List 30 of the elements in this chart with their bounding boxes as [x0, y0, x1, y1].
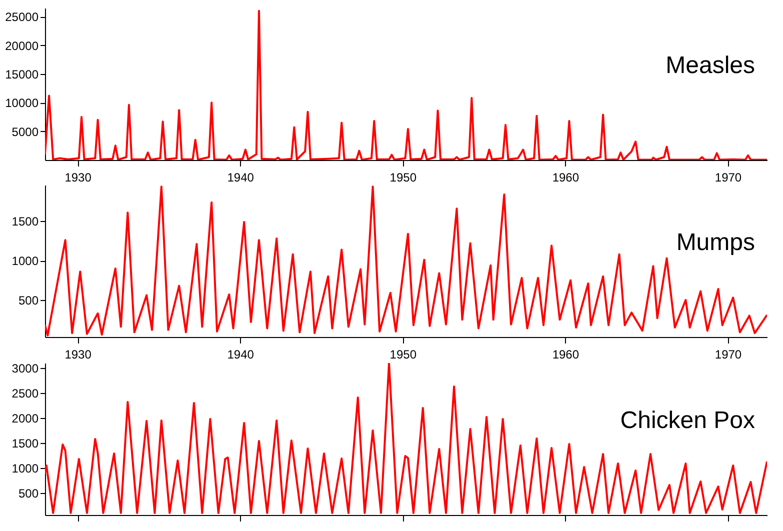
x-tick-label: 1960: [552, 170, 580, 184]
x-tick-label: 1960: [552, 348, 580, 362]
x-tick-label: 1940: [227, 170, 254, 184]
y-tick-label: 1500: [12, 214, 39, 229]
x-tick-label: 1930: [64, 170, 92, 184]
x-tick-label: 1940: [227, 348, 254, 362]
line-series: [45, 10, 767, 160]
y-tick-label: 25000: [5, 10, 39, 24]
x-tick-label: 1970: [714, 348, 742, 362]
text: Mumps: [676, 228, 755, 256]
y-tick-label: 3000: [12, 362, 39, 376]
y-tick-label: 1000: [12, 462, 39, 476]
line-series: [45, 186, 767, 336]
y-tick-label: 500: [18, 486, 39, 500]
text: Measles: [666, 52, 755, 79]
text: Chicken Pox: [620, 406, 755, 434]
y-tick-label: 500: [18, 293, 39, 308]
y-tick-label: 1000: [12, 254, 39, 268]
y-tick-label: 2000: [12, 412, 39, 426]
x-tick-label: 1950: [390, 348, 417, 362]
y-tick-label: 2500: [12, 386, 39, 400]
y-tick-label: 10000: [5, 96, 39, 110]
y-tick-label: 5000: [12, 124, 39, 139]
x-tick-label: 1930: [64, 348, 92, 362]
x-tick-label: 1950: [390, 170, 417, 184]
y-tick-label: 1500: [12, 436, 39, 450]
y-tick-label: 20000: [5, 38, 39, 53]
x-tick-label: 1970: [714, 170, 742, 184]
y-tick-label: 15000: [5, 67, 39, 82]
line-series: [45, 363, 767, 514]
